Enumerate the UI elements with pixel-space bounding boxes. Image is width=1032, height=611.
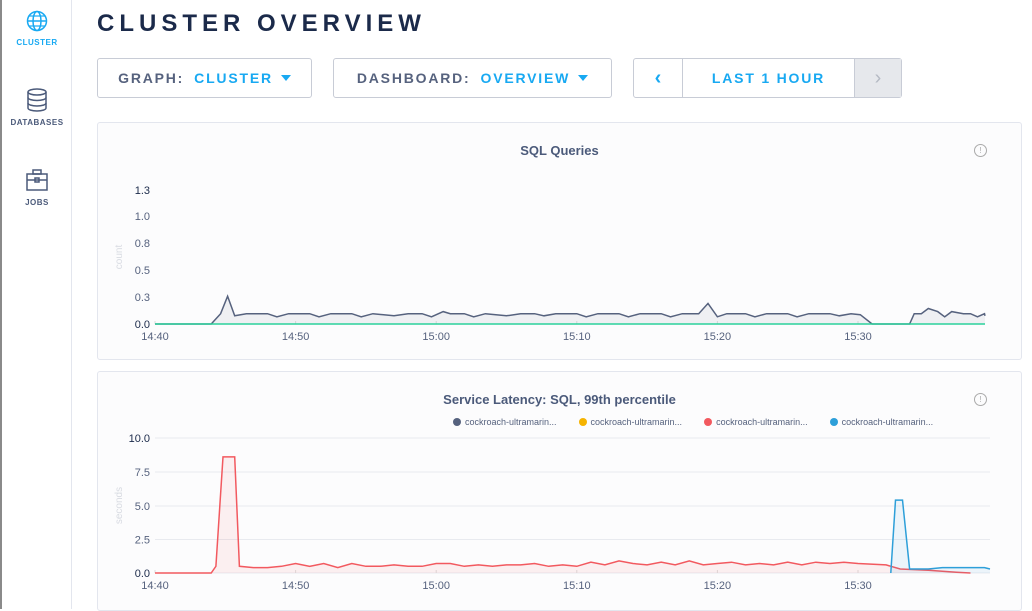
- graph-value: CLUSTER: [194, 70, 273, 86]
- y-tick-label: 1.3: [135, 185, 150, 197]
- series-area: [155, 296, 985, 324]
- graph-label: GRAPH:: [118, 70, 185, 86]
- series-line: [890, 499, 991, 574]
- chart-title: Service Latency: SQL, 99th percentile: [443, 392, 676, 407]
- legend-label: cockroach-ultramarin...: [465, 417, 557, 427]
- y-tick-label: 7.5: [135, 467, 150, 479]
- sidebar-item-jobs[interactable]: JOBS: [2, 168, 72, 207]
- series-line: [155, 294, 986, 325]
- x-tick-label: 15:00: [422, 580, 450, 592]
- caret-down-icon: [578, 75, 589, 81]
- y-axis-label: count: [114, 245, 125, 270]
- x-tick-label: 14:50: [282, 331, 310, 343]
- info-icon[interactable]: !: [974, 393, 987, 406]
- legend-dot: [453, 418, 461, 426]
- legend-item[interactable]: cockroach-ultramarin...: [704, 417, 808, 427]
- series-line: [155, 456, 971, 574]
- legend-item[interactable]: cockroach-ultramarin...: [829, 417, 934, 427]
- sidebar-item-label: CLUSTER: [16, 38, 58, 47]
- globe-icon: [26, 10, 48, 32]
- sidebar-item-cluster[interactable]: CLUSTER: [2, 10, 72, 47]
- briefcase-icon: [26, 169, 48, 191]
- x-tick-label: 15:10: [563, 580, 591, 592]
- legend-dot: [829, 418, 838, 426]
- legend-item[interactable]: cockroach-ultramarin...: [578, 417, 683, 427]
- y-tick-label: 10.0: [129, 433, 150, 445]
- y-axis-label: seconds: [114, 487, 125, 524]
- y-tick-label: 2.5: [135, 535, 150, 547]
- dashboard-dropdown[interactable]: DASHBOARD: OVERVIEW: [333, 58, 612, 98]
- y-tick-label: 1.0: [135, 211, 150, 223]
- caret-down-icon: [280, 75, 291, 81]
- page-title: CLUSTER OVERVIEW: [97, 10, 426, 37]
- x-tick-label: 15:30: [844, 580, 872, 592]
- x-tick-label: 15:00: [422, 331, 450, 343]
- legend-label: cockroach-ultramarin...: [590, 417, 683, 427]
- sidebar-item-databases[interactable]: DATABASES: [2, 88, 72, 127]
- dashboard-value: OVERVIEW: [480, 70, 571, 86]
- x-tick-label: 15:20: [704, 331, 732, 343]
- x-tick-label: 14:40: [141, 580, 169, 592]
- y-tick-label: 0.0: [135, 319, 150, 331]
- series-area: [155, 456, 971, 573]
- x-tick-label: 15:10: [563, 331, 591, 343]
- legend-label: cockroach-ultramarin...: [841, 417, 934, 427]
- graph-dropdown[interactable]: GRAPH: CLUSTER: [97, 58, 312, 98]
- legend-label: cockroach-ultramarin...: [716, 417, 808, 427]
- sidebar-item-label: DATABASES: [10, 118, 64, 127]
- y-tick-label: 0.3: [135, 292, 150, 304]
- sidebar-item-label: JOBS: [25, 198, 49, 207]
- x-tick-label: 14:40: [141, 331, 169, 343]
- sidebar: CLUSTER DATABASES JOBS: [0, 0, 72, 609]
- x-tick-label: 14:50: [282, 580, 310, 592]
- y-tick-label: 0.0: [135, 568, 150, 580]
- info-icon[interactable]: !: [974, 144, 987, 157]
- y-tick-label: 0.8: [135, 238, 150, 250]
- x-tick-label: 15:30: [844, 331, 872, 343]
- x-tick-label: 15:20: [704, 580, 732, 592]
- chart-title: SQL Queries: [520, 143, 599, 158]
- sql-latency-panel: Service Latency: SQL, 99th percentile ! …: [97, 371, 1022, 611]
- legend-dot: [578, 418, 587, 426]
- time-range-selector: ‹ LAST 1 HOUR ›: [633, 58, 902, 98]
- next-time-button[interactable]: ›: [854, 59, 901, 97]
- prev-time-button[interactable]: ‹: [634, 59, 683, 97]
- chart-legend: cockroach-ultramarin... cockroach-ultram…: [453, 417, 933, 427]
- time-range-label[interactable]: LAST 1 HOUR: [711, 70, 826, 86]
- database-icon: [27, 88, 47, 112]
- legend-dot: [704, 418, 713, 426]
- legend-item[interactable]: cockroach-ultramarin...: [453, 417, 557, 427]
- y-tick-label: 5.0: [135, 501, 150, 513]
- dashboard-label: DASHBOARD:: [356, 70, 471, 86]
- y-tick-label: 0.5: [135, 265, 150, 277]
- series-area: [890, 500, 990, 573]
